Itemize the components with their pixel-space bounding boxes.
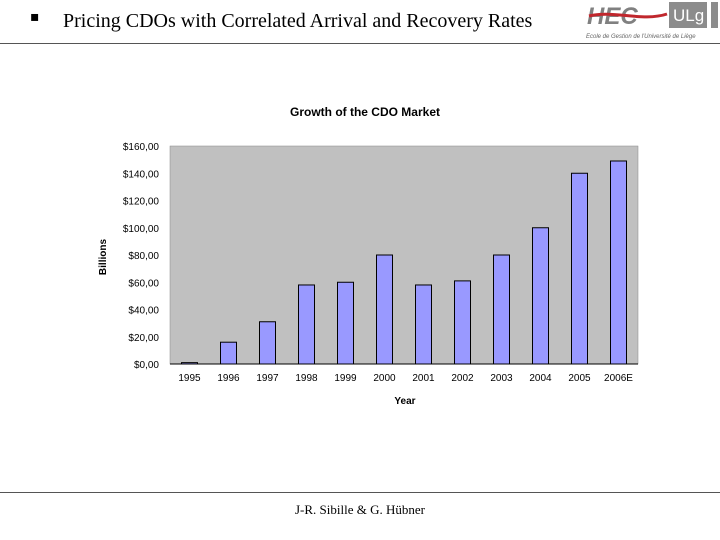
bar-1996 (220, 341, 237, 365)
y-tick-label: $0,00 (134, 360, 159, 371)
header-rule (0, 43, 720, 44)
y-tick-label: $140,00 (123, 169, 160, 180)
bar-1998 (298, 284, 315, 365)
hec-ulg-logo: HEC ULg Ecole de Gestion de l'Université… (585, 2, 718, 40)
y-tick-label: $160,00 (123, 142, 160, 153)
cdo-market-chart: Growth of the CDO Market Billions Year $… (98, 105, 639, 407)
logo-swoosh (588, 12, 668, 19)
slide-title: Pricing CDOs with Correlated Arrival and… (63, 10, 533, 32)
x-tick-label: 1997 (256, 373, 279, 384)
footer-authors: J-R. Sibille & G. Hübner (295, 502, 425, 517)
bar-2003 (493, 254, 510, 365)
logo-badge-text: ULg (673, 6, 704, 25)
bullet-icon: ▪ (30, 9, 40, 25)
logo-edge (711, 2, 718, 28)
x-tick-label: 1998 (295, 373, 318, 384)
bar-2000 (376, 254, 393, 365)
x-axis-label: Year (394, 396, 415, 407)
y-tick-label: $120,00 (123, 197, 160, 208)
x-tick-label: 1995 (178, 373, 201, 384)
chart-title: Growth of the CDO Market (290, 105, 440, 119)
x-tick-label: 2002 (451, 373, 474, 384)
y-tick-label: $60,00 (128, 278, 159, 289)
x-tick-label: 1999 (334, 373, 357, 384)
y-tick-label: $40,00 (128, 306, 159, 317)
plot-area (169, 145, 639, 365)
slide-header: ▪ Pricing CDOs with Correlated Arrival a… (0, 0, 720, 44)
bar-2002 (454, 280, 471, 365)
bar-1997 (259, 321, 276, 365)
x-tick-label: 2006E (604, 373, 633, 384)
bar-2004 (532, 227, 549, 365)
logo-subtitle: Ecole de Gestion de l'Université de Lièg… (586, 34, 696, 40)
bar-2006E (610, 160, 627, 365)
y-tick-label: $100,00 (123, 224, 160, 235)
y-tick-label: $20,00 (128, 333, 159, 344)
bar-2005 (571, 172, 588, 365)
x-tick-label: 1996 (217, 373, 240, 384)
x-tick-label: 2003 (490, 373, 513, 384)
footer-rule (0, 492, 720, 493)
x-tick-label: 2000 (373, 373, 396, 384)
y-tick-label: $80,00 (128, 251, 159, 262)
x-tick-label: 2004 (529, 373, 552, 384)
logo-badge (669, 2, 707, 28)
bar-1999 (337, 281, 354, 365)
x-tick-label: 2005 (568, 373, 591, 384)
bar-2001 (415, 284, 432, 365)
y-axis-label: Billions (98, 239, 109, 276)
x-tick-label: 2001 (412, 373, 435, 384)
